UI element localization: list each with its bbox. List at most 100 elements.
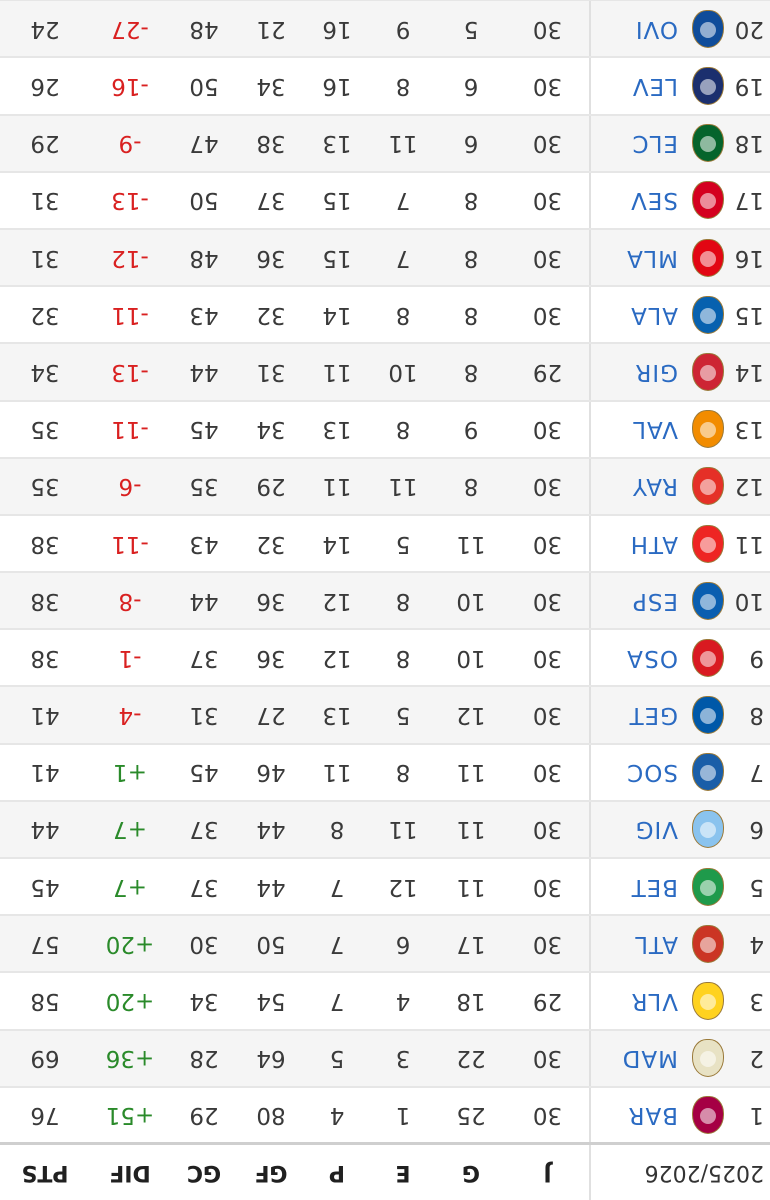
table-row[interactable]: 1 BAR 30 25 1 4 80 29 +51 76	[0, 1086, 770, 1144]
team-link[interactable]: MAD	[589, 1029, 686, 1087]
team-crest-cell	[686, 457, 730, 515]
table-row[interactable]: 15 ALA 30 8 8 14 32 43 -11 32	[0, 286, 770, 344]
team-link[interactable]: GET	[589, 686, 686, 744]
team-crest-cell	[686, 400, 730, 458]
table-row[interactable]: 13 VAL 30 9 8 13 34 45 -11 35	[0, 400, 770, 458]
col-header-g[interactable]: G	[435, 1144, 506, 1200]
stat-dif: +7	[89, 858, 170, 916]
team-link[interactable]: ATH	[589, 514, 686, 573]
stat-dif: +51	[89, 1086, 170, 1144]
table-row[interactable]: 7 SOC 30 11 8 11 46 45 +1 41	[0, 743, 770, 801]
col-header-pts[interactable]: PTS	[0, 1144, 90, 1200]
team-crest-icon	[692, 238, 724, 277]
team-link[interactable]: GIR	[589, 343, 686, 401]
stat-g: 9	[435, 400, 506, 458]
team-link[interactable]: ELC	[589, 114, 686, 172]
team-link[interactable]: ALA	[589, 286, 686, 344]
stat-g: 6	[435, 57, 506, 115]
stat-p: 14	[303, 286, 370, 344]
stat-g: 12	[435, 686, 506, 744]
team-link[interactable]: BET	[589, 858, 686, 916]
season-label[interactable]: 2025/2026	[589, 1144, 770, 1200]
stat-p: 12	[303, 572, 370, 630]
stat-pts: 34	[0, 343, 90, 401]
col-header-dif[interactable]: DIF	[89, 1144, 170, 1200]
stat-pts: 38	[0, 514, 90, 573]
col-header-gc[interactable]: GC	[169, 1144, 238, 1200]
col-header-e[interactable]: E	[369, 1144, 436, 1200]
table-row[interactable]: 18 ELC 30 6 11 13 38 47 -9 29	[0, 114, 770, 172]
team-link[interactable]: OVI	[589, 0, 686, 58]
stat-p: 13	[303, 686, 370, 744]
table-row[interactable]: 14 GIR 29 8 10 11 31 44 -13 34	[0, 343, 770, 401]
table-row[interactable]: 19 LEV 30 6 8 16 34 50 -16 26	[0, 57, 770, 115]
table-row[interactable]: 3 VLR 29 18 4 7 54 34 +20 58	[0, 972, 770, 1030]
team-link[interactable]: OSA	[589, 629, 686, 687]
position-cell: 8	[730, 686, 770, 744]
stat-dif: -13	[89, 343, 170, 401]
table-row[interactable]: 20 OVI 30 5 9 16 21 48 -27 24	[0, 0, 770, 58]
stat-dif: +36	[89, 1029, 170, 1087]
stat-e: 8	[369, 400, 436, 458]
team-link[interactable]: VIG	[589, 800, 686, 859]
stat-j: 30	[505, 686, 590, 744]
team-crest-icon	[692, 352, 724, 391]
stat-e: 4	[369, 972, 436, 1030]
stat-gf: 34	[237, 57, 304, 115]
team-link[interactable]: ESP	[589, 572, 686, 630]
team-crest-icon	[692, 67, 724, 106]
stat-e: 8	[369, 743, 436, 801]
stat-dif: -4	[89, 686, 170, 744]
stat-dif: -9	[89, 114, 170, 172]
stat-p: 16	[303, 57, 370, 115]
table-row[interactable]: 9 OSA 30 10 8 12 36 37 -1 38	[0, 629, 770, 687]
col-header-j[interactable]: J	[505, 1144, 590, 1200]
stat-p: 15	[303, 229, 370, 287]
stat-gf: 36	[237, 629, 304, 687]
stat-p: 16	[303, 0, 370, 58]
table-row[interactable]: 12 RAY 30 8 11 11 29 35 -6 35	[0, 457, 770, 515]
team-link[interactable]: VAL	[589, 400, 686, 458]
position-cell: 20	[730, 0, 770, 58]
stat-dif: -27	[89, 0, 170, 58]
team-link[interactable]: RAY	[589, 457, 686, 515]
team-link[interactable]: BAR	[589, 1086, 686, 1144]
team-crest-icon	[692, 638, 724, 677]
team-crest-cell	[686, 343, 730, 401]
team-crest-cell	[686, 57, 730, 115]
stat-pts: 41	[0, 686, 90, 744]
table-row[interactable]: 4 ATL 30 17 6 7 50 30 +20 57	[0, 915, 770, 973]
table-row[interactable]: 2 MAD 30 22 3 5 64 28 +36 69	[0, 1029, 770, 1087]
stat-gc: 34	[169, 972, 238, 1030]
stat-j: 29	[505, 343, 590, 401]
table-row[interactable]: 17 SEV 30 8 7 15 37 50 -13 31	[0, 171, 770, 229]
stat-pts: 41	[0, 743, 90, 801]
team-crest-cell	[686, 1029, 730, 1087]
team-crest-cell	[686, 171, 730, 229]
team-link[interactable]: LEV	[589, 57, 686, 115]
position-cell: 7	[730, 743, 770, 801]
col-header-p[interactable]: P	[303, 1144, 370, 1200]
team-link[interactable]: VLR	[589, 972, 686, 1030]
stat-e: 11	[369, 114, 436, 172]
table-row[interactable]: 10 ESP 30 10 8 12 36 44 -8 38	[0, 572, 770, 630]
stat-e: 9	[369, 0, 436, 58]
team-link[interactable]: ATL	[589, 915, 686, 973]
team-crest-cell	[686, 572, 730, 630]
table-row[interactable]: 16 MLA 30 8 7 15 36 48 -12 31	[0, 229, 770, 287]
stat-gc: 43	[169, 514, 238, 573]
stat-gc: 45	[169, 400, 238, 458]
position-cell: 3	[730, 972, 770, 1030]
table-row[interactable]: 5 BET 30 11 12 7 44 37 +7 45	[0, 858, 770, 916]
col-header-gf[interactable]: GF	[237, 1144, 304, 1200]
table-row[interactable]: 8 GET 30 12 5 13 27 31 -4 41	[0, 686, 770, 744]
stat-pts: 44	[0, 800, 90, 859]
team-link[interactable]: SOC	[589, 743, 686, 801]
table-row[interactable]: 6 VIG 30 11 11 8 44 37 +7 44	[0, 800, 770, 859]
team-link[interactable]: SEV	[589, 171, 686, 229]
stat-gf: 46	[237, 743, 304, 801]
team-link[interactable]: MLA	[589, 229, 686, 287]
team-crest-icon	[692, 867, 724, 906]
stat-p: 8	[303, 800, 370, 859]
table-row[interactable]: 11 ATH 30 11 5 14 32 43 -11 38	[0, 514, 770, 573]
